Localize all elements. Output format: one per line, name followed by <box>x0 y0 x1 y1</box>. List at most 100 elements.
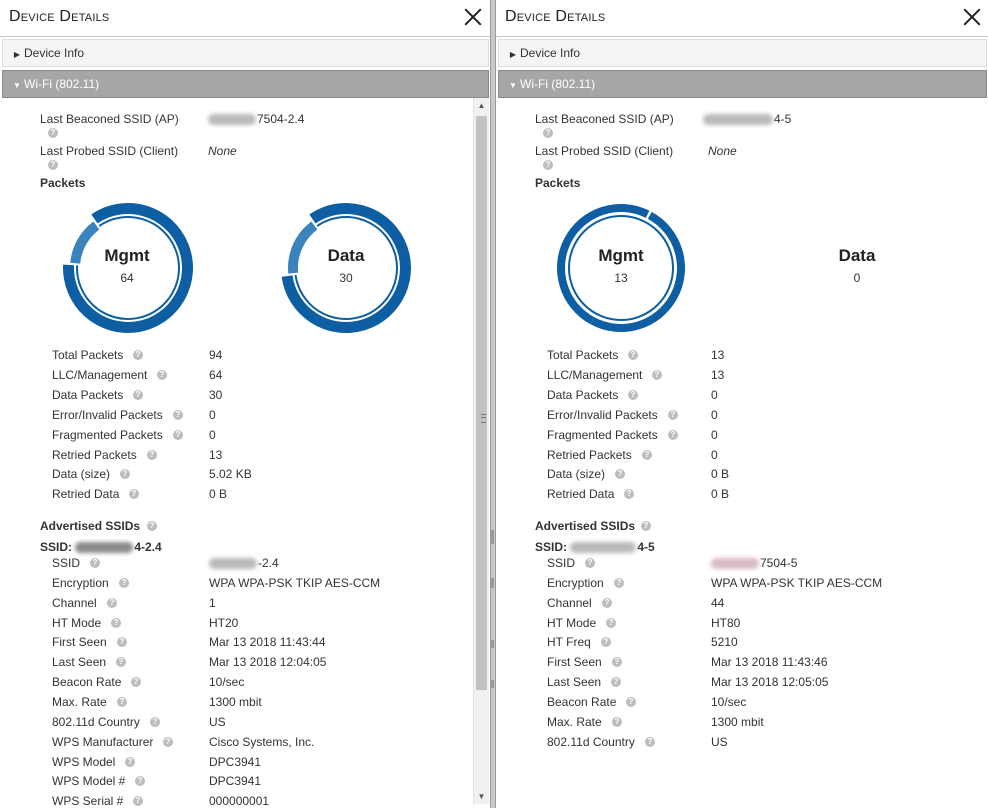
help-icon[interactable]: ? <box>543 160 553 170</box>
wps-model-label: WPS Model # <box>52 774 126 788</box>
beacon-rate-value: 10/sec <box>209 675 245 689</box>
wifi-section-header[interactable]: ▼ Wi-Fi (802.11) <box>498 70 987 98</box>
help-icon[interactable]: ? <box>147 450 157 460</box>
close-icon[interactable] <box>462 6 484 28</box>
total-packets-label: Total Packets <box>52 348 124 362</box>
redacted-block <box>703 114 773 126</box>
max-rate-value: 1300 mbit <box>209 695 262 709</box>
scrollbar-thumb[interactable] <box>476 116 487 690</box>
donut-name: Mgmt <box>104 246 150 265</box>
wifi-label: Wi-Fi (802.11) <box>24 77 100 91</box>
802-11d-country-label: 802.11d Country <box>52 715 140 729</box>
donut-value: 30 <box>339 271 353 285</box>
retried-packets-value: 0 <box>711 448 718 462</box>
help-icon[interactable]: ? <box>614 578 624 588</box>
help-icon[interactable]: ? <box>133 350 143 360</box>
help-icon[interactable]: ? <box>628 350 638 360</box>
help-icon[interactable]: ? <box>641 521 651 531</box>
donut-segment <box>590 211 685 332</box>
help-icon[interactable]: ? <box>652 370 662 380</box>
max-rate-label: Max. Rate <box>52 695 107 709</box>
help-icon[interactable]: ? <box>117 697 127 707</box>
802-11d-country-value: US <box>711 735 728 749</box>
data-packets-value: 30 <box>209 388 223 402</box>
help-icon[interactable]: ? <box>612 657 622 667</box>
device-info-section-header[interactable]: ▶ Device Info <box>498 39 987 67</box>
help-icon[interactable]: ? <box>129 489 139 499</box>
ssid-label: SSID <box>547 556 576 570</box>
scroll-down-arrow-icon[interactable]: ▼ <box>477 792 486 801</box>
help-icon[interactable]: ? <box>163 737 173 747</box>
first-seen-label: First Seen <box>52 635 107 649</box>
help-icon[interactable]: ? <box>626 697 636 707</box>
help-icon[interactable]: ? <box>543 128 553 138</box>
help-icon[interactable]: ? <box>611 677 621 687</box>
help-icon[interactable]: ? <box>135 776 145 786</box>
help-icon[interactable]: ? <box>645 737 655 747</box>
mgmt-donut-chart <box>557 204 685 332</box>
donut-name: Data <box>838 246 876 265</box>
data-packets-label: Data Packets <box>547 388 619 402</box>
help-icon[interactable]: ? <box>48 160 58 170</box>
error-invalid-packets-label: Error/Invalid Packets <box>547 408 658 422</box>
close-icon[interactable] <box>961 6 983 28</box>
help-icon[interactable]: ? <box>642 450 652 460</box>
help-icon[interactable]: ? <box>133 796 143 806</box>
help-icon[interactable]: ? <box>119 578 129 588</box>
panel-header: Device Details <box>0 0 490 37</box>
vertical-scrollbar[interactable]: ▲ ▼ <box>473 98 489 804</box>
help-icon[interactable]: ? <box>173 410 183 420</box>
help-icon[interactable]: ? <box>668 430 678 440</box>
help-icon[interactable]: ? <box>585 558 595 568</box>
help-icon[interactable]: ? <box>150 717 160 727</box>
help-icon[interactable]: ? <box>628 390 638 400</box>
background-strip <box>490 0 495 808</box>
encryption-label: Encryption <box>52 576 109 590</box>
advertised-ssids-heading: Advertised SSIDs <box>535 519 636 533</box>
retried-packets-value: 13 <box>209 448 223 462</box>
help-icon[interactable]: ? <box>157 370 167 380</box>
help-icon[interactable]: ? <box>111 618 121 628</box>
802-11d-country-label: 802.11d Country <box>547 735 635 749</box>
wps-model-value: DPC3941 <box>209 774 262 788</box>
help-icon[interactable]: ? <box>612 717 622 727</box>
caret-down-icon: ▼ <box>13 81 21 90</box>
help-icon[interactable]: ? <box>147 521 157 531</box>
data-size-value: 5.02 KB <box>209 467 252 481</box>
help-icon[interactable]: ? <box>131 677 141 687</box>
help-icon[interactable]: ? <box>668 410 678 420</box>
help-icon[interactable]: ? <box>116 657 126 667</box>
donut-name: Mgmt <box>598 246 644 265</box>
device-info-section-header[interactable]: ▶ Device Info <box>2 39 489 67</box>
help-icon[interactable]: ? <box>107 598 117 608</box>
retried-packets-label: Retried Packets <box>52 448 137 462</box>
last-seen-value: Mar 13 2018 12:04:05 <box>209 655 327 669</box>
advertised-ssids-heading: Advertised SSIDs <box>40 519 141 533</box>
help-icon[interactable]: ? <box>606 618 616 628</box>
wifi-section-header[interactable]: ▼ Wi-Fi (802.11) <box>2 70 489 98</box>
first-seen-value: Mar 13 2018 11:43:44 <box>209 635 326 649</box>
help-icon[interactable]: ? <box>601 637 611 647</box>
help-icon[interactable]: ? <box>48 128 58 138</box>
ssid-value: 7504-5 <box>711 556 797 570</box>
help-icon[interactable]: ? <box>615 469 625 479</box>
data-donut-chart <box>281 203 412 333</box>
ht-mode-value: HT80 <box>711 616 741 630</box>
scroll-up-arrow-icon[interactable]: ▲ <box>477 101 486 110</box>
help-icon[interactable]: ? <box>173 430 183 440</box>
mgmt-donut-label: Mgmt 64 <box>77 246 177 285</box>
ht-freq-value: 5210 <box>711 635 738 649</box>
help-icon[interactable]: ? <box>133 390 143 400</box>
retried-data-label: Retried Data <box>547 487 615 501</box>
help-icon[interactable]: ? <box>602 598 612 608</box>
help-icon[interactable]: ? <box>117 637 127 647</box>
help-icon[interactable]: ? <box>624 489 634 499</box>
help-icon[interactable]: ? <box>125 757 135 767</box>
device-info-label: Device Info <box>24 46 85 60</box>
802-11d-country-value: US <box>209 715 226 729</box>
redacted-block <box>711 558 759 570</box>
help-icon[interactable]: ? <box>90 558 100 568</box>
data-size-label: Data (size) <box>52 467 111 481</box>
device-info-label: Device Info <box>520 46 581 60</box>
help-icon[interactable]: ? <box>120 469 130 479</box>
